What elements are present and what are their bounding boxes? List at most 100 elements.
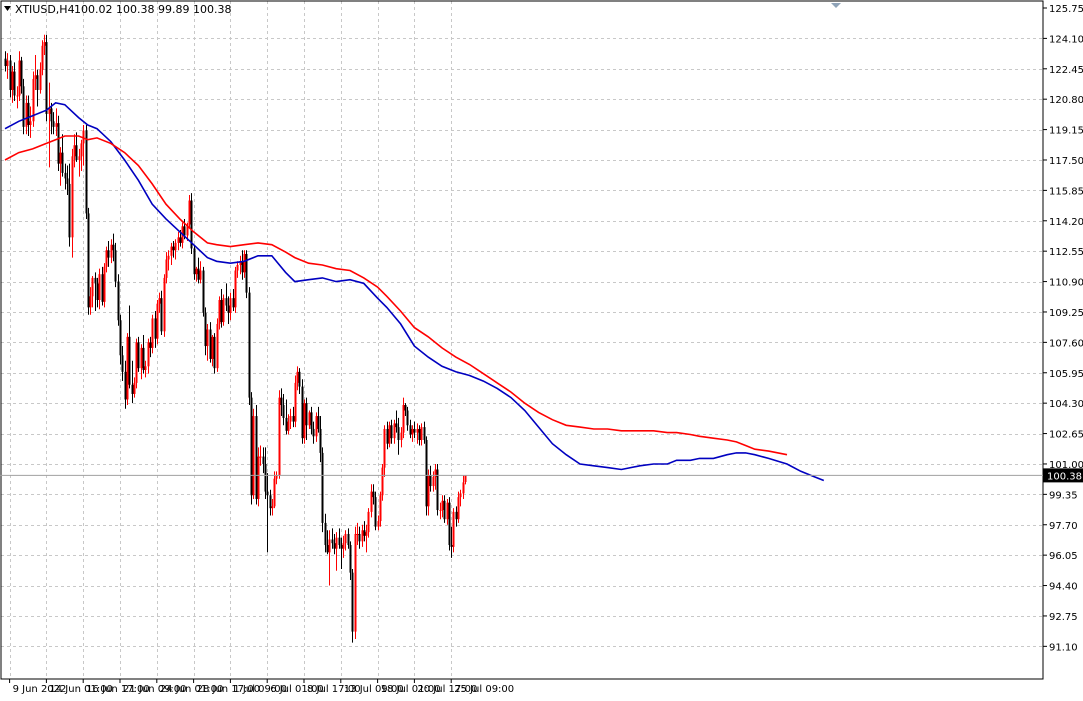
candle-body — [87, 213, 90, 308]
candle-body — [52, 121, 55, 127]
candle-bearish — [413, 421, 416, 439]
candle-bearish — [448, 497, 451, 551]
candle-body — [377, 521, 380, 527]
candle-body — [188, 200, 191, 225]
candle-body — [282, 405, 285, 418]
candle-bearish — [20, 56, 23, 94]
x-tick-label: 14 Jun 01:00 — [49, 684, 113, 695]
candle-body — [48, 108, 51, 114]
candle-body — [319, 428, 322, 453]
candle-body — [404, 405, 407, 411]
candle-body — [66, 178, 69, 184]
dropdown-triangle-icon[interactable] — [4, 6, 11, 11]
candle-body — [328, 539, 331, 553]
x-tick-label: 25 Jul 09:00 — [454, 684, 514, 695]
candle-bullish — [55, 108, 58, 137]
candle-body — [186, 224, 189, 236]
candle-body — [222, 298, 225, 323]
candle-body — [418, 428, 421, 441]
candle-body — [167, 255, 170, 260]
candle-body — [245, 253, 248, 293]
candle-bullish — [206, 323, 209, 361]
candle-bearish — [266, 473, 269, 553]
candle-bullish — [303, 399, 306, 444]
candle-bearish — [94, 272, 97, 312]
candle-bullish — [147, 338, 150, 374]
candle-body — [317, 416, 320, 429]
candle-bullish — [335, 532, 338, 571]
moving-average-slow-line — [4, 135, 788, 456]
candle-bullish — [110, 239, 113, 264]
candle-bullish — [252, 408, 255, 499]
candle-body — [386, 428, 389, 444]
candle-body — [397, 427, 400, 441]
y-tick-label: 91.10 — [1049, 642, 1078, 653]
candle-bullish — [218, 296, 221, 330]
candle-body — [462, 482, 465, 494]
candle-body — [266, 491, 269, 496]
candle-bearish — [160, 290, 163, 335]
scroll-marker-icon[interactable] — [831, 3, 841, 8]
candle-bearish — [57, 115, 60, 172]
candle-bearish — [280, 388, 283, 417]
price-axis[interactable]: 125.75 124.10 122.45 120.80 119.15 117.50 115.… — [1043, 4, 1083, 653]
candle-body — [156, 303, 159, 339]
candle-body — [4, 58, 7, 67]
candle-body — [361, 530, 364, 542]
candle-body — [443, 500, 446, 520]
candle-bearish — [87, 207, 90, 315]
x-tick-label: 6 Jul 01:00 — [270, 684, 324, 695]
candle-body — [358, 533, 361, 542]
candle-body — [80, 143, 83, 157]
candle-bearish — [117, 274, 120, 326]
candle-body — [9, 60, 12, 90]
candle-body — [250, 397, 253, 496]
candle-bullish — [144, 360, 147, 378]
candle-body — [142, 347, 145, 371]
candle-bullish — [434, 463, 437, 490]
candle-body — [312, 428, 315, 437]
candle-body — [257, 456, 260, 499]
candle-body — [126, 336, 129, 400]
candle-body — [124, 371, 127, 400]
candle-body — [213, 336, 216, 369]
candle-body — [280, 397, 283, 406]
candle-body — [232, 298, 235, 308]
candle-bearish — [36, 69, 39, 107]
x-tick-label: 24 Jun 01:00 — [160, 684, 224, 695]
candle-bearish — [285, 399, 288, 435]
candle-body — [195, 268, 198, 275]
candle-bullish — [133, 377, 136, 398]
candle-body — [128, 336, 131, 385]
candle-body — [110, 244, 113, 258]
candle-bearish — [112, 233, 115, 262]
candle-bullish — [25, 95, 28, 135]
candle-bearish — [202, 266, 205, 317]
x-tick-label: 16 Jun 17:00 — [86, 684, 150, 695]
candle-body — [411, 428, 414, 435]
candle-body — [427, 475, 430, 507]
candle-bearish — [197, 257, 200, 284]
candle-body — [43, 42, 46, 46]
candle-body — [177, 237, 180, 243]
candle-bullish — [381, 463, 384, 501]
candle-bearish — [269, 489, 272, 516]
candle-bullish — [370, 484, 373, 518]
candle-bearish — [27, 95, 30, 137]
candle-bullish — [278, 390, 281, 479]
candle-bullish — [356, 522, 359, 546]
y-tick-label: 117.50 — [1049, 156, 1083, 167]
candle-bullish — [257, 447, 260, 507]
candle-body — [73, 145, 76, 157]
plot-frame — [0, 0, 1044, 680]
candle-bullish — [135, 338, 138, 389]
candle-body — [333, 543, 336, 549]
candle-bullish — [140, 344, 143, 380]
candle-body — [16, 95, 19, 97]
candle-body — [423, 427, 426, 441]
candle-body — [36, 75, 39, 90]
candle-bullish — [354, 526, 357, 639]
